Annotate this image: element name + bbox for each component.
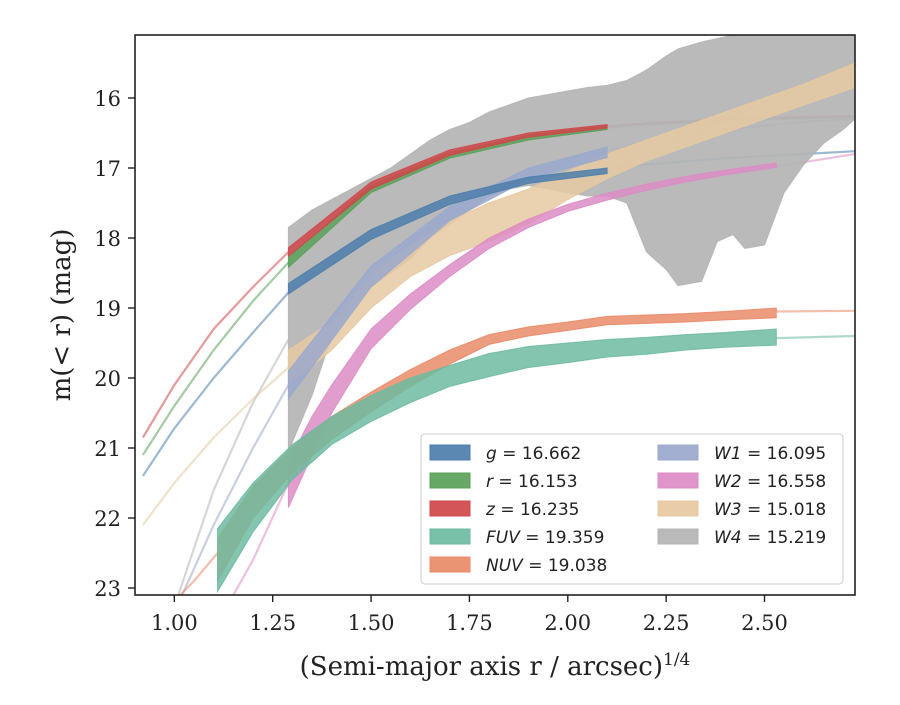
legend-swatch-r [429, 472, 471, 489]
w3-fit-line [142, 366, 290, 526]
legend-swatch-fuv [429, 528, 471, 545]
fuv-fit-line [776, 334, 855, 340]
x-tick-label: 2.25 [643, 611, 690, 635]
y-tick-label: 17 [94, 157, 121, 181]
legend-label-w2: W2 = 16.558 [714, 472, 826, 492]
x-tick-label: 2.50 [741, 611, 788, 635]
w3-band [287, 62, 855, 387]
x-tick-label: 1.50 [348, 611, 395, 635]
w2-band [287, 162, 777, 508]
legend-label-nuv: NUV = 19.038 [486, 556, 607, 576]
x-tick-label: 1.25 [249, 611, 296, 635]
fuv-band [217, 328, 777, 594]
legend-label-g: g = 16.662 [486, 444, 581, 464]
y-tick-label: 21 [94, 437, 121, 461]
legend-swatch-w1 [657, 444, 699, 461]
w2-fit-line [232, 482, 290, 595]
w1-band [287, 146, 608, 401]
g-band [287, 167, 608, 295]
nuv-fit-line [178, 552, 219, 595]
plot-frame [134, 34, 856, 596]
legend-swatch-nuv [429, 556, 471, 573]
x-axis-label-exponent: 1/4 [663, 650, 690, 670]
legend-swatch-w2 [657, 472, 699, 489]
legend-swatch-z [429, 500, 471, 517]
y-axis-label: m(< r) (mag) [47, 229, 77, 402]
y-tick-label: 23 [94, 577, 121, 601]
x-tick-label: 2.00 [544, 611, 591, 635]
y-tick-label: 22 [94, 507, 121, 531]
legend-swatch-g [429, 444, 471, 461]
z-band [287, 124, 608, 258]
legend-label-w3: W3 = 15.018 [714, 500, 826, 520]
legend-swatch-w4 [657, 528, 699, 545]
y-tick-label: 20 [94, 367, 121, 391]
legend-box [420, 433, 844, 585]
x-tick-label: 1.75 [446, 611, 493, 635]
legend-swatch-w3 [657, 500, 699, 517]
legend-label-w4: W4 = 15.219 [714, 528, 826, 548]
y-tick-label: 16 [94, 87, 121, 111]
legend-label-fuv: FUV = 19.359 [486, 528, 604, 548]
w4-fit-line [177, 338, 290, 595]
legend-label-w1: W1 = 16.095 [714, 444, 826, 464]
legend-label-z: z = 16.235 [485, 500, 579, 520]
y-tick-label: 18 [94, 227, 121, 251]
x-tick-label: 1.00 [151, 611, 198, 635]
nuv-fit-line [776, 309, 855, 313]
legend-label-r: r = 16.153 [486, 472, 578, 492]
y-tick-label: 19 [94, 297, 121, 321]
x-axis-label: (Semi-major axis r / arcsec)1/4 [300, 650, 691, 682]
